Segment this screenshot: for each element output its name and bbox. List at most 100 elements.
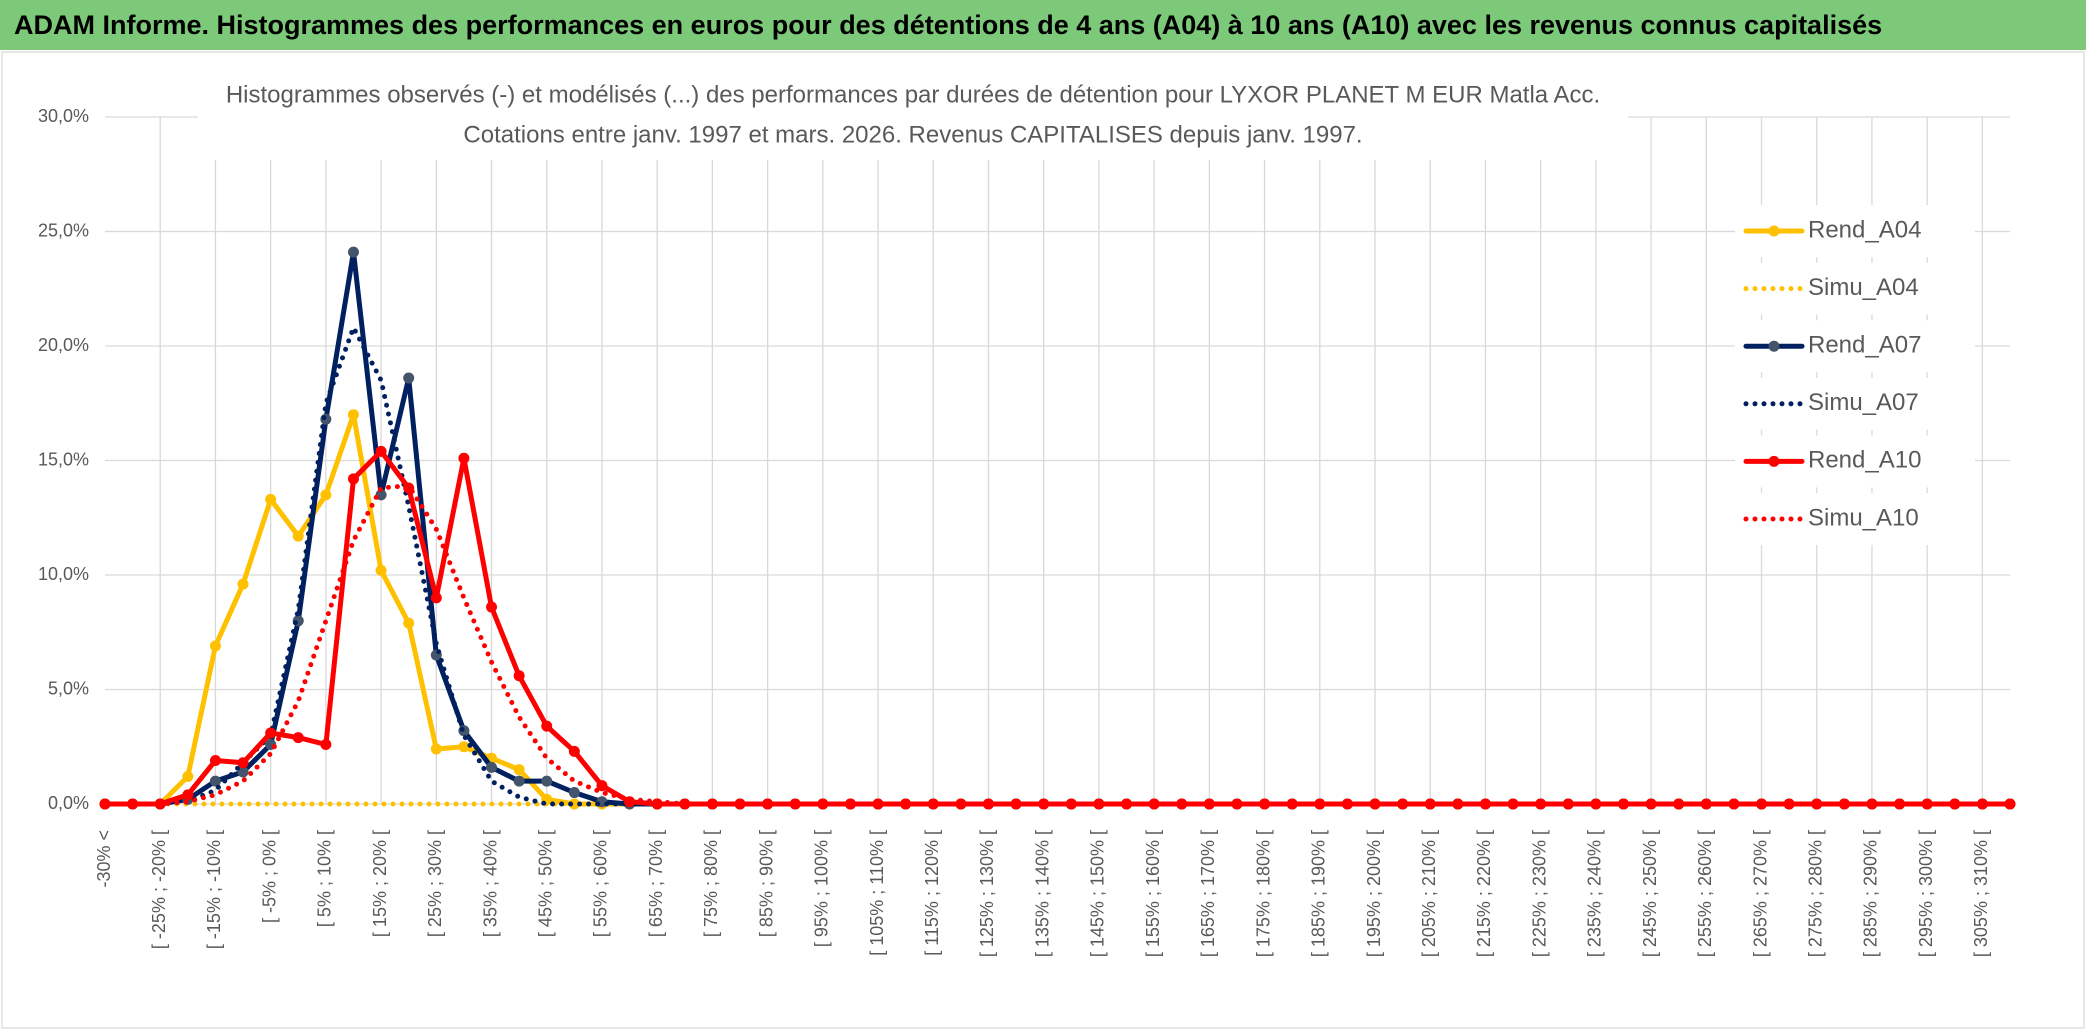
x-tick-label: [ 255% ; 260% [ [1695,830,1715,957]
x-tick-label: [ 265% ; 270% [ [1750,830,1770,957]
point [1369,798,1381,810]
point [1673,798,1685,810]
point [292,732,304,744]
observed-line [102,448,2013,807]
y-tick-label: 5,0% [48,678,89,698]
x-tick-label: [ -15% ; -10% [ [204,830,224,949]
x-tick-label: [ 35% ; 40% [ [480,830,500,937]
x-tick-label: [ 75% ; 80% [ [701,830,721,937]
point [1286,798,1298,810]
point [1397,798,1409,810]
legend-label: Simu_A10 [1808,504,1919,531]
x-tick-label: [ 195% ; 200% [ [1364,830,1384,957]
x-tick-label: [ 185% ; 190% [ [1309,830,1329,957]
header-title: ADAM Informe. Histogrammes des performan… [0,0,2086,50]
x-tick-label: [ 205% ; 210% [ [1419,830,1439,957]
point [182,789,194,801]
point [541,720,553,732]
x-tick-label: [ 235% ; 240% [ [1585,830,1605,957]
simulated-line [102,483,2013,807]
point [1756,798,1768,810]
point [844,798,856,810]
legend-label: Rend_A04 [1808,216,1921,243]
point [568,787,580,799]
x-tick-label: [ 305% ; 310% [ [1971,830,1991,957]
x-tick-label: [ 65% ; 70% [ [646,830,666,937]
x-tick-label: [ 125% ; 130% [ [977,830,997,957]
x-tick-label: [ 285% ; 290% [ [1861,830,1881,957]
point [320,489,332,501]
point [430,592,442,604]
observed-line [102,412,2013,807]
point [982,798,994,810]
point [927,798,939,810]
y-tick-label: 0,0% [48,793,89,813]
x-tick-label: [ 25% ; 30% [ [425,830,445,937]
x-tick-label: [ 155% ; 160% [ [1143,830,1163,957]
legend-marker [1768,225,1780,237]
y-tick-label: 15,0% [38,449,89,469]
point [320,738,332,750]
x-tick-label: -30% < [94,830,114,888]
point [403,617,415,629]
x-tick-label: [ 215% ; 220% [ [1474,830,1494,957]
x-tick-label: [ 225% ; 230% [ [1529,830,1549,957]
x-tick-label: [ 115% ; 120% [ [922,830,942,956]
point [458,452,470,464]
title-backdrop [198,78,1628,160]
point [1700,798,1712,810]
simulated-line [102,325,2013,807]
x-tick-label: [ 245% ; 250% [ [1640,830,1660,957]
point [375,445,387,457]
point [458,741,470,753]
point [900,798,912,810]
x-tick-label: [ 145% ; 150% [ [1088,830,1108,957]
x-tick-label: [ 295% ; 300% [ [1916,830,1936,957]
point [486,761,498,773]
point [237,578,249,590]
chart-border [1,51,2085,1029]
legend-label: Simu_A04 [1808,274,1919,301]
point [596,780,608,792]
legend-label: Simu_A07 [1808,389,1919,416]
x-tick-label: [ 95% ; 100% [ [812,830,832,947]
point [237,757,249,769]
point [237,766,249,778]
x-tick-label: [ 5% ; 10% [ [315,830,335,927]
point [403,372,415,384]
x-tick-label: [ 165% ; 170% [ [1198,830,1218,957]
y-tick-label: 10,0% [38,564,89,584]
point [347,473,359,485]
point [430,743,442,755]
point [1341,798,1353,810]
x-tick-label: [ 275% ; 280% [ [1805,830,1825,957]
chart-title: Histogrammes observés (-) et modélisés (… [226,81,1600,108]
legend-label: Rend_A07 [1808,332,1921,359]
point [513,775,525,787]
point [209,754,221,766]
observed-line [102,249,2013,807]
point [872,798,884,810]
point [568,745,580,757]
point [1231,798,1243,810]
point [347,409,359,421]
x-tick-label: [ 55% ; 60% [ [591,830,611,937]
point [209,640,221,652]
point [375,564,387,576]
point [1811,798,1823,810]
y-tick-label: 25,0% [38,220,89,240]
x-tick-label: [ 15% ; 20% [ [370,830,390,937]
legend-marker [1768,340,1780,352]
point [486,601,498,613]
point [265,727,277,739]
point [1259,798,1271,810]
point [1783,798,1795,810]
point [1728,798,1740,810]
point [209,775,221,787]
point [292,530,304,542]
point [624,796,636,808]
x-tick-label: [ 45% ; 50% [ [535,830,555,937]
legend-marker [1768,455,1780,467]
